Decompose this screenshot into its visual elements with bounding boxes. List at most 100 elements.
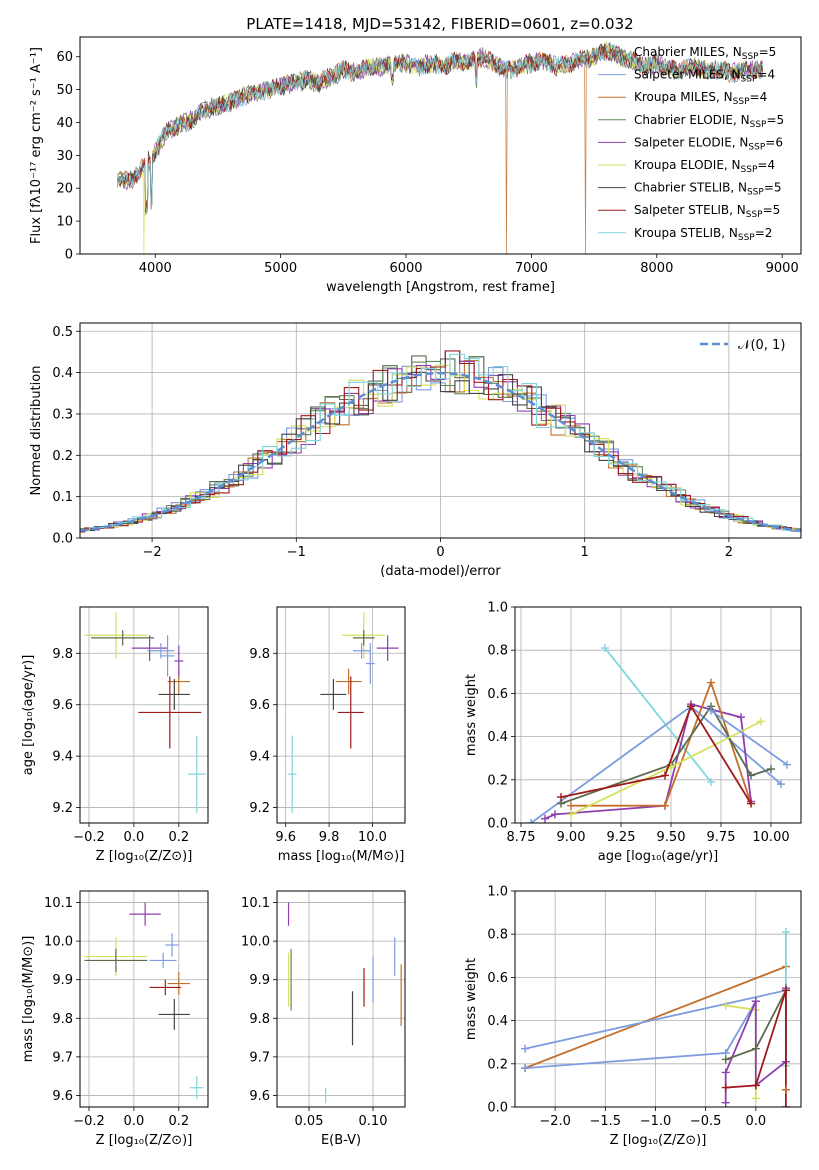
plus-marker xyxy=(757,717,765,726)
series-line xyxy=(560,704,752,805)
plus-marker xyxy=(541,814,549,823)
plus-marker xyxy=(721,1001,730,1010)
y-tick-label: 9.7 xyxy=(249,1050,270,1065)
legend-entry: Salpeter ELODIE, NSSP=6 xyxy=(634,135,783,152)
y-axis-label: Flux [fλ10⁻¹⁷ erg cm⁻² s⁻¹ A⁻¹] xyxy=(29,47,44,244)
y-tick-label: 10.0 xyxy=(241,935,270,950)
axes-frame xyxy=(79,36,802,255)
y-tick-label: 20 xyxy=(56,182,73,197)
series-line xyxy=(571,679,752,807)
plus-marker xyxy=(751,1044,760,1053)
series-line xyxy=(725,990,787,1107)
x-tick-label: 8000 xyxy=(640,261,673,276)
legend-value: =5 xyxy=(759,45,777,59)
axes-frame xyxy=(79,606,209,824)
y-tick-label: 10.1 xyxy=(241,896,270,911)
x-tick-label: −0.2 xyxy=(73,1114,105,1129)
plus-marker xyxy=(737,713,745,722)
series-line xyxy=(524,1000,757,1069)
axes-frame xyxy=(79,890,209,1108)
plot-area xyxy=(287,902,402,1104)
legend-value: =6 xyxy=(765,135,783,149)
axes-frame xyxy=(79,322,802,539)
x-tick-label: −0.5 xyxy=(690,1114,722,1129)
legend-value: =5 xyxy=(763,203,781,217)
legend-subscript: SSP xyxy=(738,233,755,243)
y-tick-label: 10.1 xyxy=(44,896,73,911)
y-axis-label: Normed distribution xyxy=(29,366,44,496)
legend-entry: Kroupa ELODIE, NSSP=4 xyxy=(634,158,775,175)
x-tick-label: 5000 xyxy=(264,261,297,276)
plus-marker xyxy=(521,1044,530,1053)
x-tick-label: 9.75 xyxy=(707,830,736,845)
legend-entry: Chabrier ELODIE, NSSP=5 xyxy=(634,113,784,130)
y-tick-label: 9.8 xyxy=(52,1012,73,1027)
x-tick-label: 0 xyxy=(436,545,444,560)
y-tick-label: 0 xyxy=(65,248,73,263)
x-tick-label: 2 xyxy=(725,545,733,560)
legend-entry: Kroupa STELIB, NSSP=2 xyxy=(634,226,772,243)
x-tick-label: 0.0 xyxy=(745,1114,766,1129)
plus-marker xyxy=(751,1094,760,1103)
x-axis-label: wavelength [Angstrom, rest frame] xyxy=(326,280,555,295)
series-line xyxy=(710,709,788,766)
plus-marker xyxy=(707,678,715,687)
x-tick-label: −1.0 xyxy=(640,1114,672,1129)
legend-entry: Salpeter STELIB, NSSP=5 xyxy=(634,203,780,220)
y-tick-label: 0.4 xyxy=(52,366,73,381)
axes-frame xyxy=(514,890,802,1108)
y-tick-label: 0.0 xyxy=(487,817,508,832)
y-tick-label: 9.8 xyxy=(52,647,73,662)
y-tick-label: 30 xyxy=(56,149,73,164)
plus-marker xyxy=(783,760,791,769)
x-tick-label: 1 xyxy=(581,545,589,560)
plus-marker xyxy=(781,928,790,937)
plus-marker xyxy=(751,1081,760,1090)
plus-marker xyxy=(557,793,565,802)
plus-marker xyxy=(767,765,775,773)
y-tick-label: 9.2 xyxy=(52,801,73,816)
y-tick-label: 10.0 xyxy=(44,935,73,950)
legend-subscript: SSP xyxy=(748,142,765,152)
x-tick-label: −2 xyxy=(143,545,162,560)
x-tick-label: 0.2 xyxy=(168,1114,189,1129)
y-tick-label: 60 xyxy=(56,50,73,65)
chart-mass-weight-vs-age: 8.75 9.00 9.25 9.50 9.75 10.00 0.0 0.2 0.4 0.6 0.8… xyxy=(464,601,802,864)
plot-area xyxy=(84,612,206,813)
legend-entry: Chabrier STELIB, NSSP=5 xyxy=(634,181,782,198)
legend-subscript: SSP xyxy=(747,188,764,198)
plot-area xyxy=(527,644,791,823)
axes-frame xyxy=(276,890,406,1108)
plus-marker xyxy=(521,1064,530,1073)
chart-mass-vs-ebv: 0.05 0.10 9.6 9.7 9.8 9.9 10.0 10.1 E(B-V) xyxy=(241,890,406,1148)
y-tick-label: 0.2 xyxy=(52,449,73,464)
y-tick-label: 9.4 xyxy=(52,750,73,765)
plus-marker xyxy=(747,799,755,808)
plots-layer: 4000 5000 6000 7000 8000 90000102030405060wav… xyxy=(21,36,802,1148)
legend-subscript: SSP xyxy=(746,210,763,220)
axes-frame xyxy=(276,606,406,824)
x-tick-label: 10.00 xyxy=(752,830,789,845)
legend-subscript: SSP xyxy=(742,52,759,62)
series-line xyxy=(604,647,712,783)
y-tick-label: 9.6 xyxy=(249,1089,270,1104)
plus-marker xyxy=(707,706,715,715)
spectrum-line xyxy=(117,43,764,212)
y-tick-label: 9.4 xyxy=(249,750,270,765)
legend-subscript: SSP xyxy=(733,97,750,107)
chart-mass-weight-vs-Z: −2.0 −1.5 −1.0 −0.5 0.0 0.0 0.2 0.4 0.6 0.8 1.0 Z [… xyxy=(464,885,802,1148)
legend-subscript: SSP xyxy=(741,165,758,175)
chart-mass-vs-Z: −0.2 0.0 0.2 9.6 9.7 9.8 9.9 10.0 10.1 Z [log₁₀(Z… xyxy=(21,890,209,1148)
x-axis-label: Z [log₁₀(Z/Z⊙)] xyxy=(96,1133,193,1148)
y-tick-label: 0.1 xyxy=(52,490,73,505)
histogram-step xyxy=(80,350,801,533)
plus-marker xyxy=(527,819,535,823)
y-tick-label: 1.0 xyxy=(487,885,508,900)
plot-area xyxy=(521,928,790,1107)
x-tick-label: 0.10 xyxy=(359,1114,388,1129)
spectrum-line xyxy=(117,43,764,211)
y-axis-label: age [log₁₀(age/yr)] xyxy=(21,655,36,776)
plot-area xyxy=(84,902,204,1100)
plus-marker xyxy=(721,1068,730,1077)
